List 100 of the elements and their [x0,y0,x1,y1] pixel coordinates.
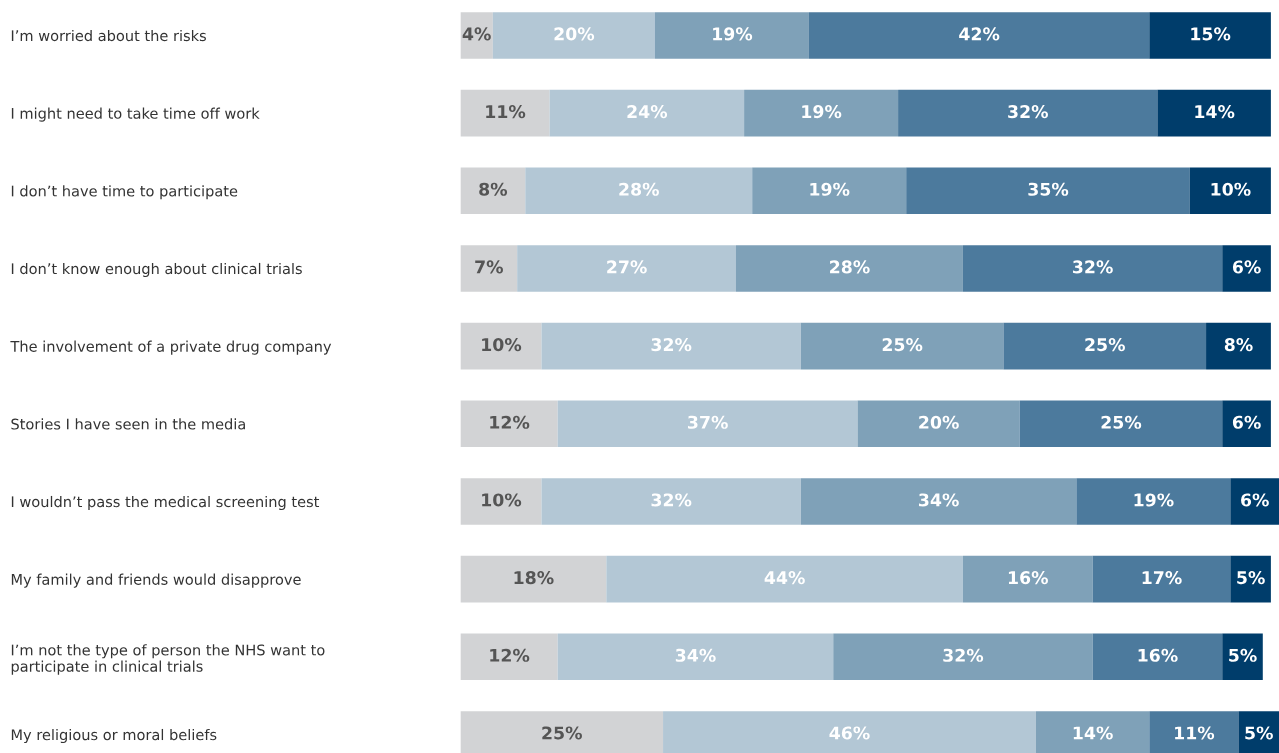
data-label: 35% [1028,182,1069,196]
data-label: 32% [651,493,692,507]
bar [557,400,858,448]
bar [833,633,1093,681]
data-label: 12% [490,648,530,662]
data-label: 27% [607,260,647,274]
bar [800,322,1004,370]
bar [800,478,1077,525]
bar [460,400,558,448]
data-label: 19% [713,27,753,41]
bar [460,245,518,292]
bar [1149,12,1271,59]
data-label: 32% [1072,260,1113,274]
bar [1092,555,1231,603]
bar [735,245,963,292]
data-label: 18% [514,571,554,585]
y-tick-label: I don’t know enough about clinical trials [11,262,302,278]
bar [541,322,801,370]
bar [1230,555,1271,603]
bar [857,400,1020,448]
data-label: 25% [1085,338,1125,352]
bar [1222,245,1271,292]
bar [460,633,558,681]
bar [460,478,542,525]
data-label: 14% [1073,726,1113,740]
data-label: 19% [810,182,850,196]
bar [962,555,1093,603]
data-label: 7% [475,260,503,274]
y-tick-label: I’m not the type of person the NHS want to participate in clinical trials [11,644,325,675]
bar [525,167,753,215]
bar [460,12,493,59]
data-label: 37% [688,415,728,429]
data-label: 44% [764,571,805,585]
data-label: 19% [802,105,842,119]
data-label: 6% [1232,415,1261,429]
data-label: 24% [627,105,668,119]
data-label: 8% [479,182,508,196]
bar [1222,400,1271,448]
bar [808,12,1150,59]
bar [1222,633,1263,681]
data-label: 5% [1237,571,1265,585]
bar [962,245,1223,292]
data-label: 5% [1245,726,1273,740]
data-label: 28% [619,182,659,196]
data-label: 20% [554,27,595,41]
data-label: 28% [830,260,870,274]
bar [517,245,736,292]
bar [1189,167,1271,215]
bar [1076,478,1231,525]
data-label: 6% [1241,493,1269,507]
data-label: 46% [829,726,870,740]
y-tick-label: I’m worried about the risks [11,29,206,42]
bar [744,89,899,137]
data-label: 11% [486,105,526,119]
bar [752,167,907,215]
data-label: 32% [943,648,984,662]
bar [541,478,801,525]
data-label: 20% [919,415,959,429]
data-label: 10% [1211,182,1251,196]
bar [1157,89,1271,137]
bar [460,167,526,215]
data-label: 6% [1232,260,1261,274]
bar [606,555,963,603]
data-label: 8% [1224,338,1253,352]
data-label: 17% [1142,571,1182,585]
bar [460,89,550,137]
data-label: 34% [675,648,716,662]
data-label: 42% [959,27,1000,41]
data-label: 25% [1101,415,1142,429]
data-label: 5% [1229,648,1257,662]
data-label: 11% [1175,726,1215,740]
bar [1092,633,1223,681]
data-label: 32% [1008,105,1048,119]
bar [654,12,809,59]
data-label: 25% [542,726,582,740]
data-label: 12% [490,415,530,429]
data-label: 10% [482,493,522,507]
bar [898,89,1158,137]
y-tick-label: My family and friends would disapprove [11,573,301,588]
data-label: 15% [1191,27,1231,41]
y-tick-label: I don’t have time to participate [11,185,238,200]
data-label: 16% [1008,571,1048,585]
data-label: 4% [462,27,491,41]
y-tick-label: My religious or moral beliefs [11,728,217,744]
bar [906,167,1190,215]
data-label: 32% [651,338,692,352]
bar [460,322,542,370]
y-tick-label: The involvement of a private drug company [10,340,332,355]
data-label: 19% [1134,493,1174,507]
data-label: 14% [1195,105,1235,119]
data-label: 34% [918,493,959,507]
bar [557,633,834,681]
y-tick-label: I might need to take time off work [11,107,260,122]
data-label: 10% [482,338,522,352]
bar [492,12,655,59]
bar [1019,400,1223,448]
data-label: 16% [1138,648,1178,662]
y-tick-label: I wouldn’t pass the medical screening test [11,495,320,511]
bar [460,555,607,603]
y-tick-label: Stories I have seen in the media [11,418,245,430]
